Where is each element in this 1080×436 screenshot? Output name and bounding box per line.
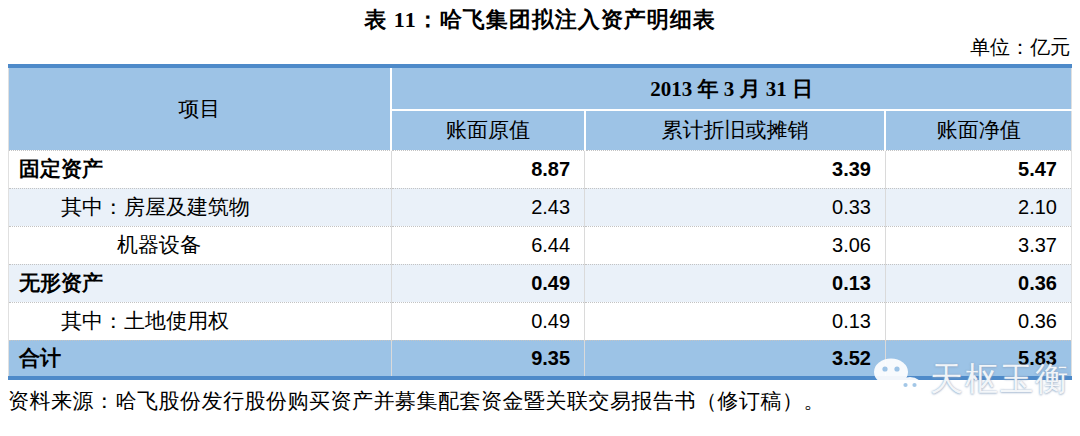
row-label-cell: 合计 [9,340,392,378]
document-page: 表 11：哈飞集团拟注入资产明细表 单位：亿元 项目 2013 年 3 月 31… [0,0,1080,436]
value-cell: 8.87 [391,150,584,188]
column-header-depreciation: 累计折旧或摊销 [585,110,886,150]
column-header-original-value: 账面原值 [391,110,584,150]
value-cell: 0.49 [391,264,584,302]
table-row-buildings: 其中：房屋及建筑物 2.43 0.33 2.10 [9,188,1072,226]
value-cell: 0.33 [585,188,886,226]
value-cell: 0.36 [885,302,1071,340]
table-title: 表 11：哈飞集团拟注入资产明细表 [0,0,1080,34]
row-label-cell: 其中：房屋及建筑物 [9,188,392,226]
asset-detail-table: 项目 2013 年 3 月 31 日 账面原值 累计折旧或摊销 账面净值 固定资… [8,64,1072,380]
data-source-note: 资料来源：哈飞股份发行股份购买资产并募集配套资金暨关联交易报告书（修订稿）。 [8,387,1080,415]
table-row-fixed-assets: 固定资产 8.87 3.39 5.47 [9,150,1072,188]
column-header-item: 项目 [9,66,392,150]
value-cell: 0.13 [585,264,886,302]
value-cell: 0.36 [885,264,1071,302]
value-cell: 2.10 [885,188,1071,226]
value-cell: 3.52 [585,340,886,378]
value-cell: 5.47 [885,150,1071,188]
row-label-cell: 机器设备 [9,226,392,264]
column-header-net-value: 账面净值 [885,110,1071,150]
table-row-machinery: 机器设备 6.44 3.06 3.37 [9,226,1072,264]
table-row-intangible-assets: 无形资产 0.49 0.13 0.36 [9,264,1072,302]
value-cell: 3.39 [585,150,886,188]
value-cell: 3.06 [585,226,886,264]
row-label-cell: 无形资产 [9,264,392,302]
unit-label: 单位：亿元 [0,34,1080,64]
column-header-date: 2013 年 3 月 31 日 [391,66,1071,110]
value-cell: 2.43 [391,188,584,226]
value-cell: 0.13 [585,302,886,340]
value-cell: 6.44 [391,226,584,264]
header-row-date: 项目 2013 年 3 月 31 日 [9,66,1072,110]
value-cell: 9.35 [391,340,584,378]
table-row-land-use-rights: 其中：土地使用权 0.49 0.13 0.36 [9,302,1072,340]
value-cell: 3.37 [885,226,1071,264]
value-cell: 0.49 [391,302,584,340]
table-row-total: 合计 9.35 3.52 5.83 [9,340,1072,378]
value-cell: 5.83 [885,340,1071,378]
row-label-cell: 固定资产 [9,150,392,188]
row-label-cell: 其中：土地使用权 [9,302,392,340]
